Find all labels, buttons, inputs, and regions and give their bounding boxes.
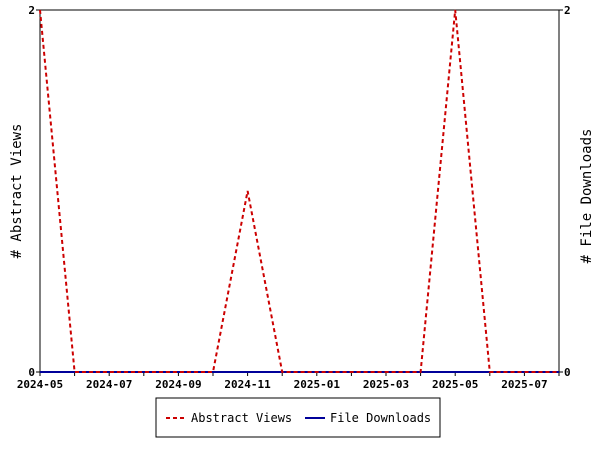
x-tick-label: 2024-09	[155, 378, 201, 391]
y-axis-right: 02	[559, 4, 571, 379]
x-tick-label: 2025-07	[501, 378, 547, 391]
y-right-tick-label: 0	[564, 366, 571, 379]
x-tick-label: 2024-07	[86, 378, 132, 391]
x-tick-label: 2025-03	[363, 378, 409, 391]
legend: Abstract Views File Downloads	[155, 397, 441, 438]
x-tick-label: 2024-05	[17, 378, 63, 391]
y-axis-left-title: # Abstract Views	[9, 124, 25, 259]
legend-box	[155, 397, 441, 438]
plot-area	[39, 9, 560, 373]
x-axis: 2024-05 2024-07 2024-09 2024-11 2025-01 2025-…	[17, 372, 560, 391]
legend-label-file-downloads: File Downloads	[330, 411, 431, 425]
y-axis-right-title: # File Downloads	[579, 129, 595, 264]
x-tick-label: 2025-05	[432, 378, 478, 391]
x-tick-label: 2025-01	[294, 378, 341, 391]
series-line-abstract-views	[39, 9, 559, 373]
y-left-tick-label: 0	[28, 366, 35, 379]
legend-label-abstract-views: Abstract Views	[191, 411, 292, 425]
y-right-tick-label: 2	[564, 4, 571, 17]
x-tick-label: 2024-11	[224, 378, 271, 391]
y-axis-left: 02	[28, 4, 40, 379]
series-layer	[39, 9, 559, 373]
y-left-tick-label: 2	[28, 4, 35, 17]
